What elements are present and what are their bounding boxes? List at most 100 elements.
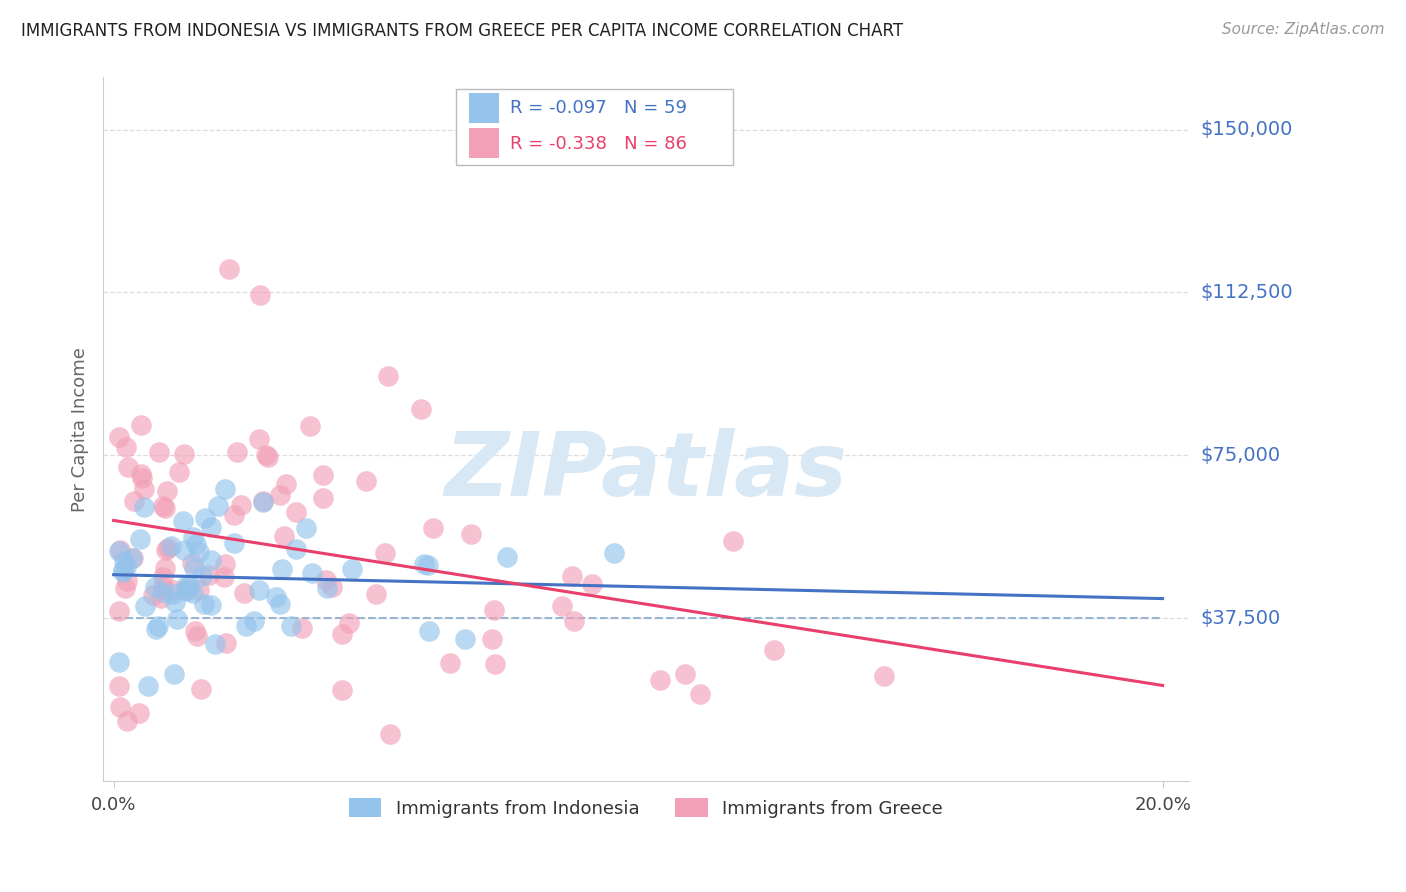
Point bbox=[316, 581, 339, 595]
Point bbox=[337, 615, 360, 630]
Point bbox=[235, 619, 257, 633]
Point bbox=[112, 554, 135, 568]
Text: ZIPatlas: ZIPatlas bbox=[444, 428, 848, 515]
Point bbox=[183, 561, 205, 575]
Point bbox=[187, 544, 209, 558]
Point bbox=[377, 368, 399, 383]
Point bbox=[215, 635, 238, 649]
Point bbox=[481, 632, 503, 646]
Point bbox=[222, 508, 245, 523]
Point bbox=[229, 498, 252, 512]
Point bbox=[156, 483, 179, 498]
Point bbox=[274, 477, 297, 491]
Y-axis label: Per Capita Income: Per Capita Income bbox=[72, 347, 89, 512]
Point bbox=[581, 577, 603, 591]
Point bbox=[198, 567, 221, 582]
Point bbox=[173, 542, 195, 557]
Point bbox=[117, 460, 139, 475]
Point bbox=[291, 621, 314, 635]
Point bbox=[163, 595, 186, 609]
Point bbox=[128, 706, 150, 720]
Point bbox=[152, 584, 174, 599]
Point bbox=[181, 530, 204, 544]
Point bbox=[562, 614, 585, 628]
Point bbox=[484, 657, 506, 671]
Point bbox=[762, 643, 785, 657]
Point bbox=[191, 569, 214, 583]
Point bbox=[111, 563, 134, 577]
Point bbox=[174, 579, 197, 593]
Point bbox=[152, 569, 174, 583]
Point bbox=[439, 657, 461, 671]
Text: $150,000: $150,000 bbox=[1199, 120, 1292, 139]
Point bbox=[114, 582, 136, 596]
Text: $112,500: $112,500 bbox=[1199, 283, 1292, 301]
Point bbox=[312, 467, 335, 482]
Text: Source: ZipAtlas.com: Source: ZipAtlas.com bbox=[1222, 22, 1385, 37]
Point bbox=[482, 603, 505, 617]
Point bbox=[207, 499, 229, 513]
FancyBboxPatch shape bbox=[456, 89, 733, 165]
Point bbox=[184, 624, 207, 639]
Point bbox=[162, 587, 184, 601]
Text: R = -0.338   N = 86: R = -0.338 N = 86 bbox=[510, 135, 688, 153]
Point bbox=[315, 573, 337, 587]
Point bbox=[330, 683, 353, 698]
Point bbox=[143, 580, 166, 594]
Point bbox=[115, 440, 138, 454]
Point bbox=[413, 557, 436, 571]
Point bbox=[190, 682, 212, 697]
Point bbox=[149, 591, 172, 605]
Point bbox=[422, 521, 444, 535]
Legend: Immigrants from Indonesia, Immigrants from Greece: Immigrants from Indonesia, Immigrants fr… bbox=[342, 791, 950, 825]
Text: IMMIGRANTS FROM INDONESIA VS IMMIGRANTS FROM GREECE PER CAPITA INCOME CORRELATIO: IMMIGRANTS FROM INDONESIA VS IMMIGRANTS … bbox=[21, 22, 903, 40]
Point bbox=[873, 669, 896, 683]
Point bbox=[453, 632, 475, 647]
Point bbox=[418, 624, 440, 638]
Point bbox=[264, 590, 287, 604]
Point bbox=[108, 543, 131, 558]
Point bbox=[650, 673, 672, 687]
Point bbox=[200, 599, 222, 613]
Point bbox=[159, 539, 181, 553]
Point bbox=[252, 494, 274, 508]
Point bbox=[163, 666, 186, 681]
Point bbox=[252, 494, 274, 508]
Point bbox=[115, 714, 138, 728]
Point bbox=[166, 612, 188, 626]
Point bbox=[226, 445, 249, 459]
Point bbox=[218, 261, 240, 276]
Point bbox=[603, 547, 626, 561]
Text: $37,500: $37,500 bbox=[1199, 608, 1281, 628]
Point bbox=[155, 561, 177, 575]
Point bbox=[193, 598, 215, 612]
Point bbox=[108, 430, 131, 444]
Point bbox=[167, 466, 190, 480]
Point bbox=[112, 566, 135, 580]
Point bbox=[321, 580, 343, 594]
Point bbox=[354, 475, 377, 489]
Point bbox=[181, 556, 204, 570]
Point bbox=[124, 494, 146, 508]
Point bbox=[298, 419, 321, 434]
Point bbox=[551, 599, 574, 614]
Point bbox=[145, 623, 167, 637]
Point bbox=[280, 619, 302, 633]
Point bbox=[284, 541, 307, 556]
Point bbox=[257, 450, 280, 464]
Point bbox=[121, 550, 143, 565]
Point bbox=[176, 583, 198, 598]
Point bbox=[243, 615, 266, 629]
Point bbox=[153, 500, 176, 515]
Point bbox=[108, 604, 131, 618]
Point bbox=[134, 599, 156, 613]
Point bbox=[301, 566, 323, 580]
Point bbox=[495, 549, 517, 564]
Point bbox=[673, 666, 696, 681]
Point bbox=[108, 544, 131, 558]
Point bbox=[342, 562, 364, 576]
Point bbox=[181, 586, 204, 600]
Point bbox=[249, 287, 271, 301]
Point bbox=[249, 432, 271, 446]
Point bbox=[460, 526, 482, 541]
